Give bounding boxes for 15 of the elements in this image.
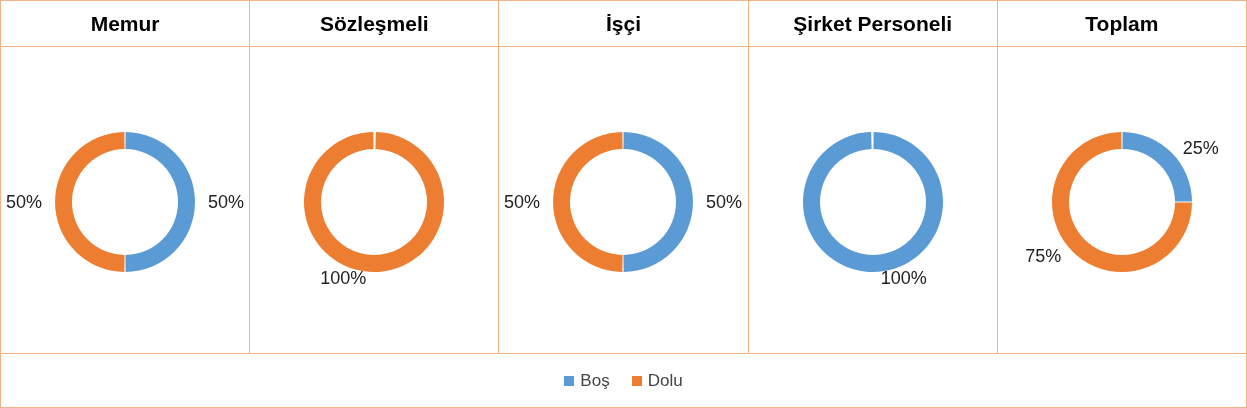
data-label: 25% [1182, 138, 1219, 159]
slice-label: İşçi [499, 1, 748, 47]
data-label: 75% [1025, 245, 1062, 266]
slice-label: Memur [1, 1, 250, 47]
data-label: 50% [706, 192, 743, 212]
data-label: 50% [5, 192, 42, 212]
data-label: 100% [320, 268, 367, 288]
slice-label: Toplam [997, 1, 1247, 47]
data-label: 50% [208, 192, 245, 212]
slice-label: Sözleşmeli [250, 1, 499, 47]
legend-label: Dolu [647, 370, 683, 391]
data-label: 50% [504, 192, 541, 212]
slice-label: Şirket Personeli [748, 1, 997, 47]
legend-label: Boş [580, 370, 610, 391]
data-label: 100% [880, 268, 927, 288]
